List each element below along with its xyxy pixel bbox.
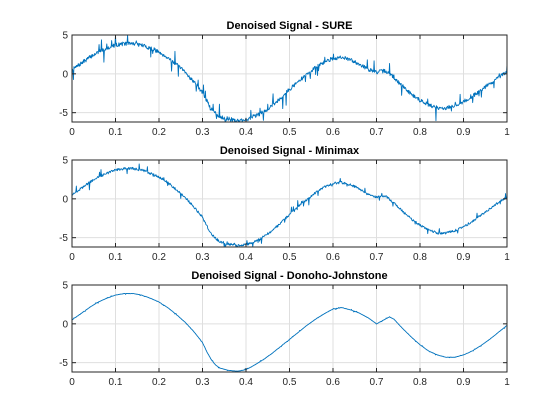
y-tick-label: -5 [59,108,68,119]
grid-lines [71,34,508,122]
subplot-donoho-johnstone: 0 0.1 0.2 0.3 0.4 0.5 0.6 0.7 0.8 0.9 1 50-5 Denoi… [59,270,510,388]
x-tick-label: 0.9 [457,377,471,388]
x-tick-label: 0.4 [239,377,253,388]
x-tick-label: 0.3 [196,127,210,138]
x-tick-labels: 0 0.1 0.2 0.3 0.4 0.5 0.6 0.7 0.8 0.9 1 [69,127,510,138]
x-tick-labels: 0 0.1 0.2 0.3 0.4 0.5 0.6 0.7 0.8 0.9 1 [69,252,510,263]
x-tick-label: 0.1 [109,377,123,388]
subplot-title: Denoised Signal - Donoho-Johnstone [191,270,387,282]
subplot-sure: 0 0.1 0.2 0.3 0.4 0.5 0.6 0.7 0.8 0.9 1 50-5 Denoi… [59,20,510,138]
x-tick-label: 0.5 [283,377,297,388]
x-tick-label: 0.4 [239,127,253,138]
x-tick-labels: 0 0.1 0.2 0.3 0.4 0.5 0.6 0.7 0.8 0.9 1 [69,377,510,388]
x-tick-label: 0.6 [326,252,340,263]
x-tick-label: 0 [69,377,75,388]
x-tick-label: 0.1 [109,127,123,138]
x-tick-label: 0.1 [109,252,123,263]
x-tick-label: 0.6 [326,127,340,138]
x-tick-label: 0 [69,127,75,138]
x-tick-label: 0.7 [370,377,384,388]
tick-marks [71,284,508,372]
x-tick-label: 0.7 [370,252,384,263]
grid-lines [71,284,508,372]
x-tick-label: 0.7 [370,127,384,138]
x-tick-label: 0.2 [152,252,166,263]
x-tick-label: 0.2 [152,377,166,388]
y-tick-label: 0 [62,194,68,205]
tick-marks [71,34,508,122]
x-tick-label: 0.8 [413,377,427,388]
signal-line [71,163,508,248]
x-tick-label: 0.8 [413,127,427,138]
subplot-minimax: 0 0.1 0.2 0.3 0.4 0.5 0.6 0.7 0.8 0.9 1 50-5 Denoi… [59,145,510,263]
x-tick-label: 0.8 [413,252,427,263]
x-tick-label: 0.5 [283,252,297,263]
x-tick-label: 0 [69,252,75,263]
y-tick-labels: 5 0 -5 [59,281,68,370]
x-tick-label: 0.5 [283,127,297,138]
tick-marks [71,159,508,247]
x-tick-label: 1 [504,127,510,138]
x-tick-label: 0.2 [152,127,166,138]
subplot-title: Denoised Signal - Minimax [220,145,360,157]
y-tick-label: 5 [62,156,68,167]
x-tick-label: 1 [504,252,510,263]
x-tick-label: 0.3 [196,252,210,263]
x-tick-label: 0.9 [457,252,471,263]
y-tick-label: -5 [59,233,68,244]
y-tick-label: 5 [62,31,68,42]
x-tick-label: 0.6 [326,377,340,388]
x-tick-label: 0.9 [457,127,471,138]
y-tick-label: 0 [62,319,68,330]
y-tick-labels: 5 0 -5 [59,31,68,120]
y-tick-label: -5 [59,358,68,369]
signal-line [71,292,508,372]
subplot-title: Denoised Signal - SURE [227,20,353,32]
x-tick-label: 1 [504,377,510,388]
y-tick-label: 5 [62,281,68,292]
x-tick-label: 0.4 [239,252,253,263]
signal-line [71,34,508,123]
y-tick-labels: 5 0 -5 [59,156,68,245]
x-tick-label: 0.3 [196,377,210,388]
y-tick-label: 0 [62,69,68,80]
